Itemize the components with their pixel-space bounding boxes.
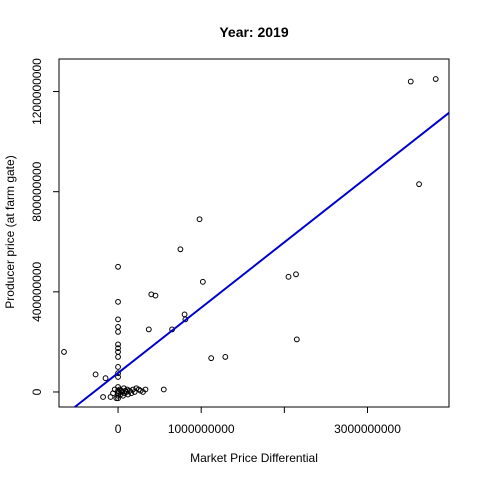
data-point	[115, 370, 121, 377]
data-point	[222, 354, 229, 360]
data-point	[115, 374, 121, 380]
data-point	[100, 394, 106, 400]
x-tick-label: 0	[115, 422, 122, 436]
chart-title: Year: 2019	[219, 24, 288, 40]
data-point	[407, 78, 414, 85]
y-axis-label: Producer price (at farm gate)	[3, 155, 17, 308]
data-point	[416, 181, 422, 188]
data-point	[102, 375, 109, 382]
data-point	[293, 271, 299, 278]
data-point	[145, 326, 152, 333]
data-point	[115, 345, 121, 352]
x-axis-label: Market Price Differential	[190, 451, 318, 465]
x-tick-label: 1000000000	[168, 422, 235, 436]
data-point	[115, 341, 121, 348]
data-point	[196, 216, 203, 223]
data-point	[115, 354, 121, 360]
y-tick-label: 400000000	[30, 261, 44, 321]
regression-line	[74, 112, 450, 408]
data-point	[285, 273, 292, 280]
y-tick-label: 0	[30, 388, 44, 395]
plot-frame	[58, 58, 450, 408]
data-point	[152, 292, 159, 299]
data-point	[115, 298, 121, 305]
data-point	[432, 76, 439, 82]
data-point	[177, 246, 184, 253]
data-point	[293, 336, 300, 343]
data-point	[115, 364, 121, 370]
data-point	[92, 371, 99, 378]
data-point	[115, 328, 121, 335]
data-point	[61, 349, 67, 355]
data-point	[160, 386, 167, 393]
data-point	[142, 386, 149, 393]
data-point	[115, 316, 121, 323]
data-point	[181, 311, 188, 318]
x-tick-label: 3000000000	[334, 422, 401, 436]
plot-area: 0 1000000000 3000000000 0 400000000 800000000…	[30, 58, 450, 436]
data-point	[115, 323, 121, 330]
y-tick-label: 800000000	[30, 161, 44, 221]
data-point	[208, 355, 215, 362]
data-point	[115, 263, 121, 270]
data-point	[199, 278, 206, 285]
y-tick-label: 1200000000	[30, 58, 44, 125]
